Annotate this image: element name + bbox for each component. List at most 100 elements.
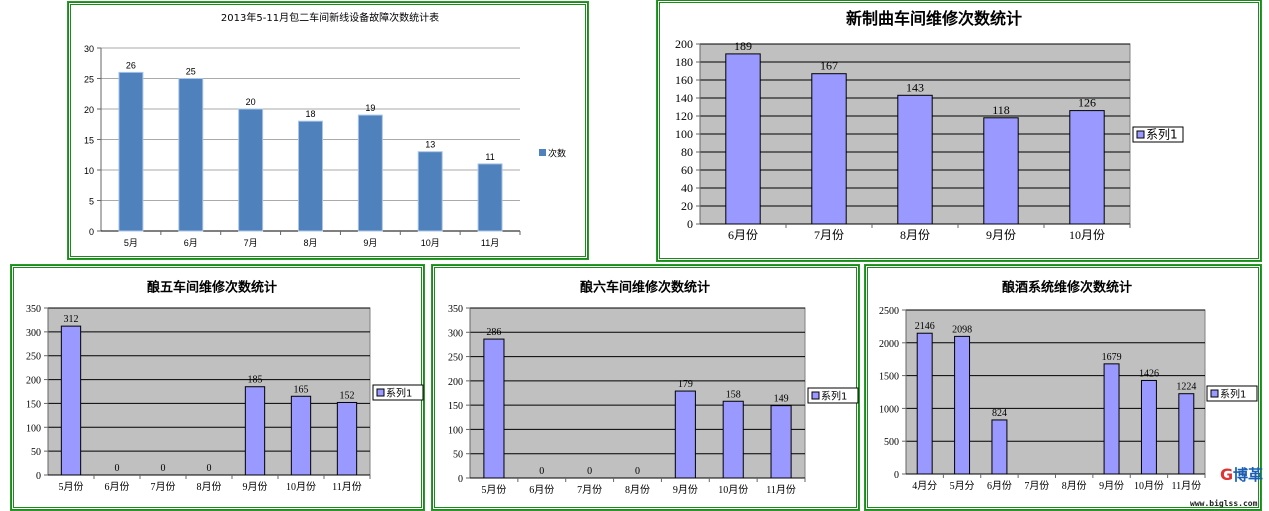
- data-label: 312: [64, 314, 79, 325]
- legend-swatch: [376, 388, 385, 397]
- data-label: 118: [992, 103, 1010, 117]
- y-tick-label: 0: [36, 471, 41, 482]
- data-label: 189: [734, 39, 752, 53]
- legend-box: [372, 384, 424, 401]
- x-tick-label: 4月分: [912, 480, 937, 492]
- data-label: 0: [207, 463, 212, 474]
- bar: [357, 114, 383, 232]
- x-tick-label: 6月份: [987, 480, 1012, 492]
- data-label: 0: [161, 463, 166, 474]
- x-tick-label: 11月份: [332, 481, 362, 493]
- bar: [983, 117, 1019, 225]
- bar: [1103, 363, 1120, 475]
- bar: [483, 338, 505, 479]
- legend-box: [1132, 126, 1184, 143]
- y-tick-label: 1000: [879, 404, 899, 415]
- y-tick-label: 60: [681, 163, 693, 177]
- data-label: 149: [774, 394, 789, 405]
- bar: [477, 163, 503, 232]
- y-tick-label: 0: [458, 474, 463, 485]
- bar: [298, 120, 323, 232]
- x-tick-label: 5月份: [481, 484, 506, 496]
- legend-swatch: [1210, 389, 1219, 398]
- x-tick-label: 6月份: [529, 484, 554, 496]
- data-label: 2098: [952, 324, 972, 335]
- legend-label: 系列1: [1146, 128, 1178, 142]
- data-label: 20: [246, 97, 256, 107]
- legend-swatch: [539, 149, 546, 156]
- y-tick-label: 200: [448, 377, 463, 388]
- y-tick-label: 100: [26, 423, 41, 434]
- legend-box: [1206, 385, 1258, 402]
- chart-title: 2013年5-11月包二车间新线设备故障次数统计表: [221, 11, 439, 24]
- x-tick-label: 10月份: [1134, 480, 1164, 492]
- x-tick-label: 5月分: [950, 480, 975, 492]
- y-tick-label: 2000: [879, 339, 899, 350]
- x-tick-label: 8月份: [900, 228, 930, 242]
- legend-label: 系列1: [386, 387, 412, 400]
- x-tick-label: 9月份: [673, 484, 698, 496]
- y-tick-label: 10: [84, 166, 94, 176]
- y-tick-label: 50: [31, 447, 41, 458]
- y-tick-label: 0: [687, 217, 693, 231]
- data-label: 18: [305, 109, 315, 119]
- bar: [178, 78, 204, 232]
- data-label: 179: [678, 379, 693, 390]
- y-tick-label: 1500: [879, 372, 899, 383]
- data-label: 1224: [1176, 382, 1196, 393]
- data-label: 824: [992, 408, 1007, 419]
- y-tick-label: 300: [448, 328, 463, 339]
- data-label: 13: [425, 140, 435, 150]
- bar: [290, 395, 312, 476]
- x-tick-label: 8月: [303, 238, 317, 248]
- chart-title: 酿酒系统维修次数统计: [1002, 280, 1132, 296]
- chart-title: 酿五车间维修次数统计: [147, 280, 277, 296]
- y-tick-label: 200: [675, 37, 693, 51]
- bar: [725, 53, 761, 225]
- x-tick-label: 7月份: [814, 228, 844, 242]
- bar: [674, 390, 696, 479]
- data-label: 152: [340, 390, 355, 401]
- bar: [1178, 393, 1195, 475]
- legend-swatch: [811, 391, 820, 400]
- y-tick-label: 180: [675, 55, 693, 69]
- y-tick-label: 500: [884, 437, 899, 448]
- logo-url: www.biglss.com: [1190, 499, 1258, 508]
- x-tick-label: 10月份: [1069, 228, 1105, 242]
- x-tick-label: 10月份: [286, 481, 316, 493]
- y-tick-label: 160: [675, 73, 693, 87]
- y-tick-label: 0: [894, 470, 899, 481]
- y-tick-label: 0: [89, 227, 94, 237]
- data-label: 1679: [1102, 352, 1122, 363]
- bar: [60, 325, 82, 476]
- logo-brand: 博革: [1233, 466, 1264, 484]
- chart-title: 酿六车间维修次数统计: [580, 280, 710, 296]
- data-label: 185: [248, 375, 263, 386]
- data-label: 1426: [1139, 368, 1159, 379]
- x-tick-label: 6月: [184, 238, 198, 248]
- x-tick-label: 10月: [421, 238, 440, 248]
- bar: [336, 401, 358, 476]
- bar: [916, 332, 933, 475]
- x-tick-label: 7月份: [151, 481, 176, 493]
- y-tick-label: 200: [26, 376, 41, 387]
- y-tick-label: 100: [448, 425, 463, 436]
- y-tick-label: 2500: [879, 306, 899, 317]
- data-label: 26: [126, 60, 136, 70]
- y-tick-label: 350: [448, 304, 463, 315]
- y-tick-label: 120: [675, 109, 693, 123]
- x-tick-label: 9月份: [1099, 480, 1124, 492]
- x-tick-label: 11月份: [766, 484, 796, 496]
- y-tick-label: 350: [26, 304, 41, 315]
- y-tick-label: 80: [681, 145, 693, 159]
- data-label: 11: [485, 152, 494, 162]
- plot-area: [47, 307, 371, 476]
- y-tick-label: 25: [84, 75, 94, 85]
- x-tick-label: 6月份: [105, 481, 130, 493]
- x-tick-label: 7月: [244, 238, 258, 248]
- x-tick-label: 9月份: [986, 228, 1016, 242]
- bar: [770, 405, 792, 479]
- data-label: 0: [587, 466, 592, 477]
- bar: [417, 151, 443, 232]
